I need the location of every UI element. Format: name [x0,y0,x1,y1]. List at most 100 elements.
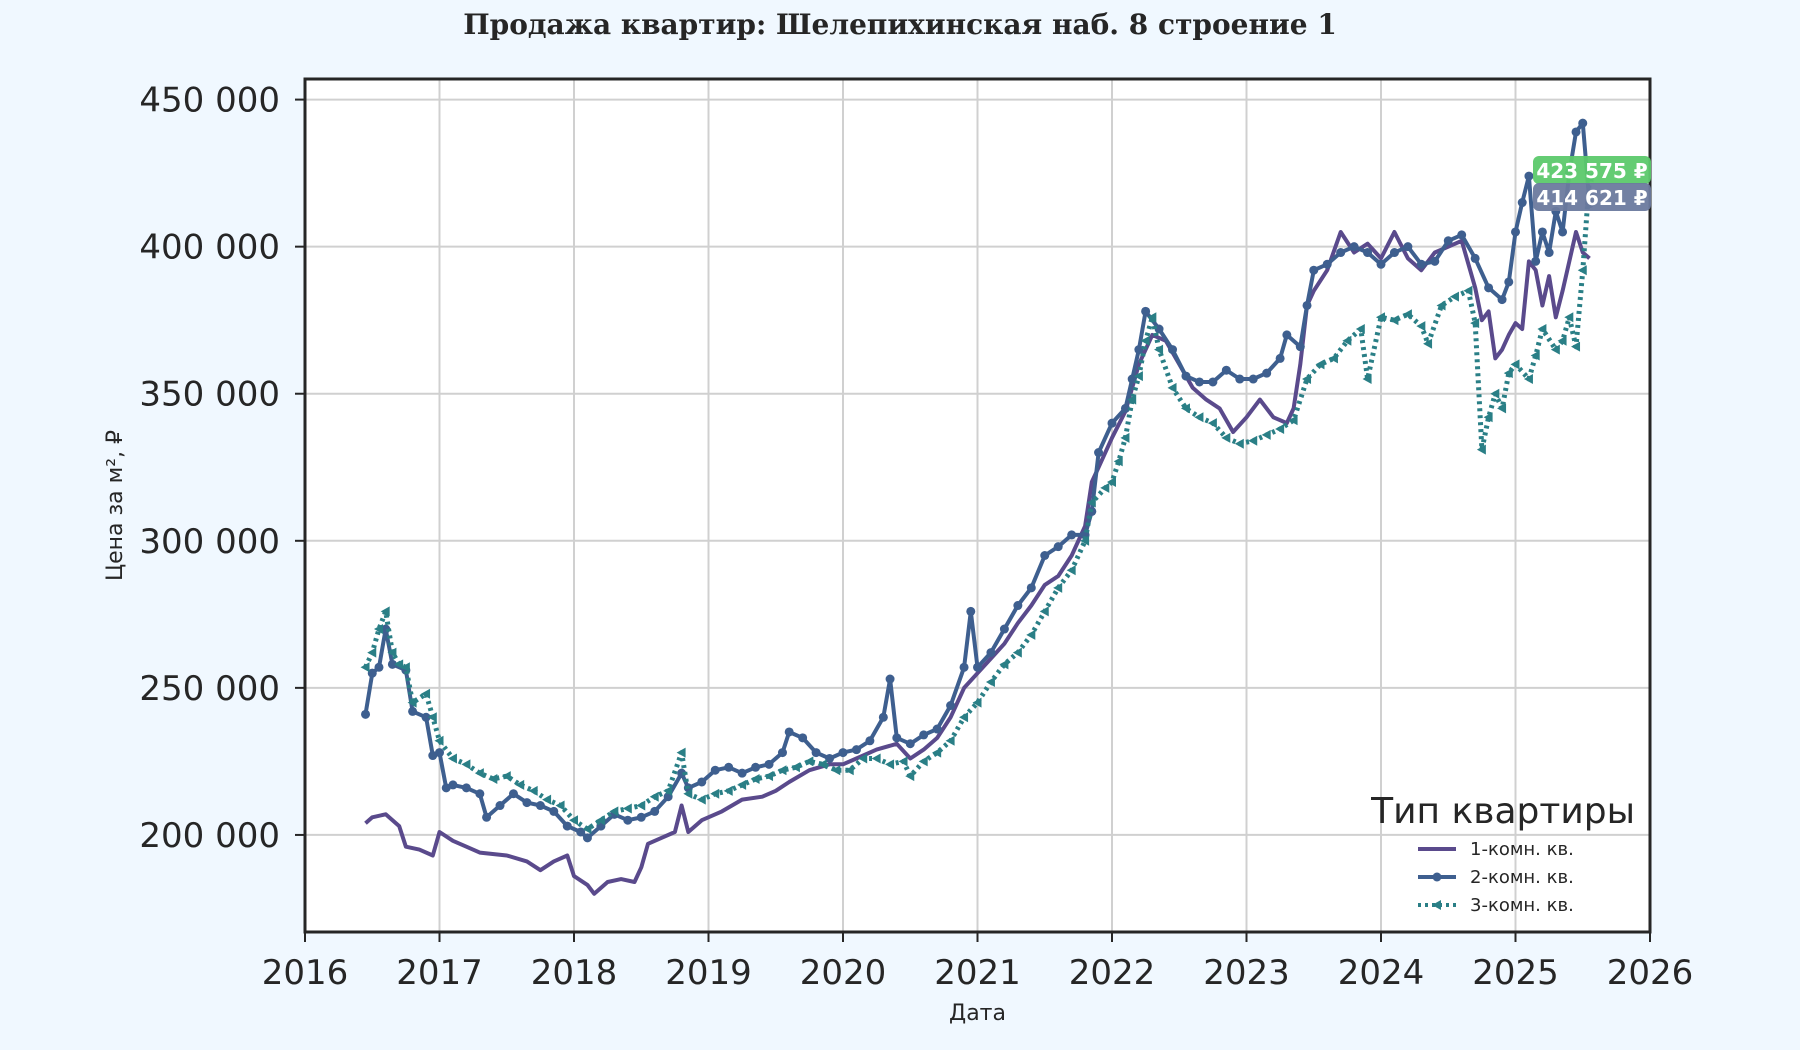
data-point [1564,312,1574,323]
data-point [562,821,572,831]
data-point [1120,403,1130,413]
data-point [985,676,995,687]
data-point [1168,345,1178,355]
data-point [1315,359,1325,370]
data-point [474,768,484,779]
data-point [1476,444,1486,455]
data-point [676,747,686,758]
y-tick-label: 400 000 [139,228,280,268]
data-point [871,753,881,764]
legend-marker [1432,900,1441,910]
data-point [1322,259,1332,269]
data-point [999,659,1009,670]
data-point [1026,629,1036,640]
data-point [1026,583,1036,593]
data-point [724,762,734,772]
data-point [1234,438,1244,449]
data-point [1483,412,1493,423]
data-point [595,815,605,826]
value-badge [1533,156,1651,184]
x-tick-label: 2024 [1338,953,1425,993]
data-point [1107,476,1116,487]
data-point [1530,350,1540,361]
data-point [421,712,431,722]
data-point [844,765,854,776]
data-point [636,800,646,811]
data-point [959,662,969,672]
data-point [973,662,982,672]
data-point [1120,432,1130,443]
data-point [777,765,787,776]
data-point [1430,256,1440,266]
legend-label: 3-комн. кв. [1470,895,1574,916]
data-point [986,648,996,658]
data-point [361,709,371,719]
data-point [905,739,915,749]
data-point [696,794,706,805]
value-badge [1533,183,1651,211]
data-point [650,806,660,816]
series-line [364,230,1591,896]
data-point [535,801,545,811]
data-point [1141,306,1151,316]
data-point [1376,259,1386,269]
data-point [1504,277,1514,287]
data-point [434,735,444,746]
data-point [1094,448,1104,458]
data-point [750,774,760,785]
data-point [784,727,794,737]
data-point [1207,418,1217,429]
x-axis-label: Дата [949,1001,1006,1026]
data-point [885,674,895,684]
data-point [1013,601,1023,611]
data-point [1503,368,1513,379]
data-point [1154,344,1164,355]
data-point [1363,248,1373,258]
y-tick-label: 200 000 [139,816,280,856]
data-point [515,779,525,790]
data-point [1449,291,1459,302]
data-point [683,788,693,799]
data-point [878,712,888,722]
data-point [1275,424,1285,435]
data-point [482,812,492,822]
data-point [1288,415,1298,426]
data-point [1194,412,1204,423]
data-point [542,794,552,805]
data-point [1416,259,1426,269]
data-point [421,688,431,699]
data-point [1490,388,1500,399]
data-point [387,647,397,658]
data-point [408,706,418,716]
legend-marker [1432,872,1442,882]
data-point [1134,345,1144,355]
data-point [1517,198,1527,208]
data-point [777,748,787,758]
data-point [428,751,438,761]
data-point [966,606,976,616]
data-point [932,747,942,758]
data-point [461,759,471,770]
data-point [1067,530,1077,540]
y-tick-label: 250 000 [139,669,280,709]
data-point [569,815,578,826]
data-point [1342,335,1352,346]
y-tick-label: 300 000 [139,522,280,562]
x-tick-label: 2018 [531,953,618,993]
data-point [1402,309,1412,320]
data-point [885,759,895,770]
data-point [1349,242,1359,252]
data-point [1571,127,1581,137]
data-point [1133,371,1143,382]
data-point [737,768,747,778]
data-point [1221,365,1231,375]
data-point [1194,377,1204,387]
data-point [1524,171,1534,181]
data-point [1295,342,1305,352]
data-point [461,783,471,793]
data-point [488,774,498,785]
data-point [360,662,370,673]
data-point [1436,300,1446,311]
data-point [427,712,437,723]
